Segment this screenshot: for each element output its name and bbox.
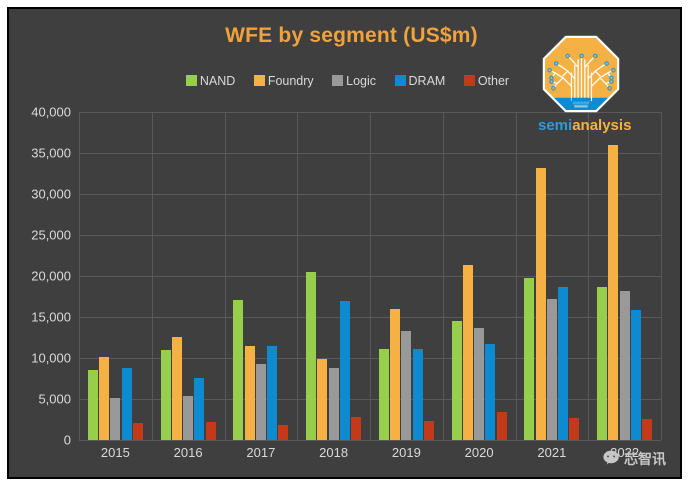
svg-text:芯智讯: 芯智讯	[624, 451, 666, 467]
